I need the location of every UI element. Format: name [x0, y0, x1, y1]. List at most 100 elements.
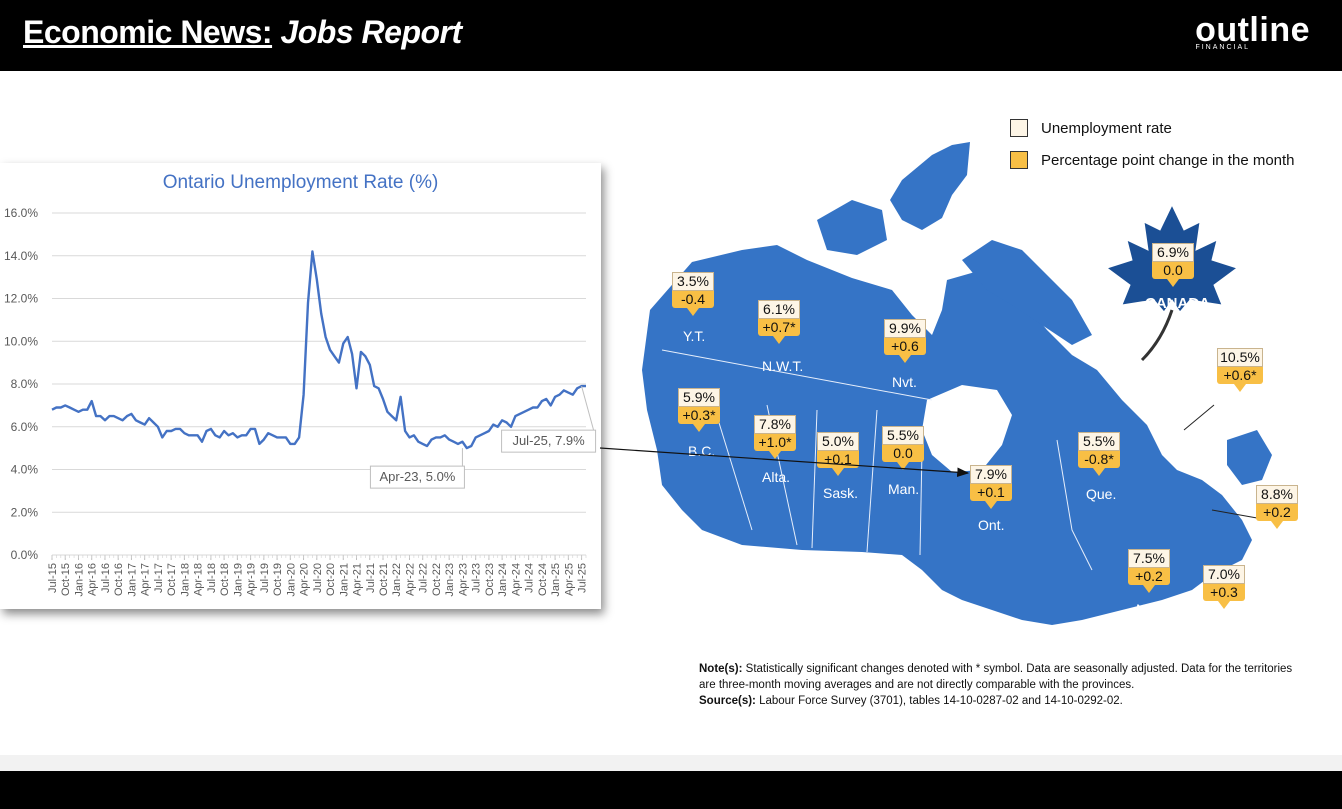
y-tick-label: 16.0% — [4, 206, 38, 220]
x-tick-label: Jan-23 — [444, 563, 456, 597]
rate-ns: 7.0% — [1203, 565, 1245, 584]
change-bc: +0.3* — [678, 407, 720, 424]
callout-man: 5.5% 0.0 — [882, 426, 924, 470]
x-tick-label: Apr-16 — [87, 563, 99, 596]
x-tick-label: Jan-20 — [285, 563, 297, 597]
rate-canada: 6.9% — [1152, 243, 1194, 262]
label-pei: P.E.I. — [1258, 540, 1291, 556]
label-nwt: N.W.T. — [762, 358, 804, 374]
series-line — [51, 250, 586, 450]
logo-subtext: FINANCIAL — [1195, 44, 1250, 51]
x-tick-label: Jan-25 — [550, 563, 562, 597]
callout-sask: 5.0% +0.1 — [817, 432, 859, 476]
annotation-box — [369, 465, 465, 489]
x-tick-label: Oct-15 — [60, 563, 72, 596]
x-tick-label: Oct-24 — [537, 563, 549, 596]
x-tick-label: Jul-22 — [418, 563, 430, 593]
y-tick-label: 10.0% — [4, 334, 38, 348]
x-tick-label: Jul-15 — [47, 563, 59, 593]
legend-item-change: Percentage point change in the month — [1010, 149, 1295, 171]
rate-nl: 10.5% — [1217, 348, 1263, 367]
map-legend: Unemployment rate Percentage point chang… — [1010, 117, 1295, 181]
x-tick-label: Apr-24 — [510, 563, 522, 596]
legend-label-rate: Unemployment rate — [1041, 119, 1172, 137]
legend-label-change: Percentage point change in the month — [1041, 151, 1295, 169]
rate-ont: 7.9% — [970, 465, 1012, 484]
x-tick-label: Jul-21 — [365, 563, 377, 593]
rate-nb: 7.5% — [1128, 549, 1170, 568]
x-tick-label: Apr-22 — [404, 563, 416, 596]
x-tick-label: Apr-21 — [352, 563, 364, 596]
x-tick-label: Jan-18 — [179, 563, 191, 597]
change-alta: +1.0* — [754, 434, 796, 451]
title-sub: Jobs Report — [280, 14, 462, 50]
y-tick-label: 8.0% — [11, 377, 39, 391]
x-tick-label: Jan-19 — [232, 563, 244, 597]
x-tick-label: Jul-23 — [471, 563, 483, 593]
legend-item-rate: Unemployment rate — [1010, 117, 1295, 139]
arctic-islands — [890, 142, 970, 230]
rate-bc: 5.9% — [678, 388, 720, 407]
rate-pei: 8.8% — [1256, 485, 1298, 504]
callout-ns: 7.0% +0.3 — [1203, 565, 1245, 609]
label-man: Man. — [888, 481, 920, 497]
x-tick-label: Jan-16 — [73, 563, 85, 597]
callout-que: 5.5% -0.8* — [1078, 432, 1120, 476]
note-text: Statistically significant changes denote… — [699, 663, 1293, 691]
pei-leader-line — [1211, 509, 1258, 519]
x-tick-label: Jan-21 — [338, 563, 350, 597]
y-tick-label: 0.0% — [11, 548, 39, 562]
callout-canada: 6.9% 0.0 — [1152, 243, 1194, 287]
source-text: Labour Force Survey (3701), tables 14-10… — [759, 695, 1123, 707]
nl-leader-line — [1183, 404, 1215, 431]
x-tick-label: Jan-22 — [391, 563, 403, 597]
x-tick-label: Oct-21 — [378, 563, 390, 596]
x-tick-label: Apr-25 — [563, 563, 575, 596]
rate-que: 5.5% — [1078, 432, 1120, 451]
rate-sask: 5.0% — [817, 432, 859, 451]
label-bc: B.C. — [688, 443, 716, 459]
label-nb: N.B. — [1136, 601, 1164, 617]
change-yt: -0.4 — [672, 291, 714, 308]
maple-leaf-stem — [1140, 309, 1174, 362]
label-que: Que. — [1086, 486, 1117, 502]
annotation-box — [501, 429, 597, 453]
change-man: 0.0 — [882, 445, 924, 462]
source-label: Source(s): — [699, 695, 756, 707]
label-ns: N.S. — [1210, 619, 1238, 635]
annotation-leader — [581, 386, 595, 431]
x-tick-label: Apr-19 — [246, 563, 258, 596]
note-label: Note(s): — [699, 663, 743, 675]
label-nl: N.L. — [1232, 402, 1258, 418]
x-tick-label: Jul-17 — [153, 563, 165, 593]
logo-text: outline — [1195, 11, 1310, 49]
canada-map — [642, 142, 1272, 625]
label-sask: Sask. — [823, 485, 859, 501]
x-tick-label: Oct-19 — [272, 563, 284, 596]
label-alta: Alta. — [762, 469, 791, 485]
x-tick-label: Jul-20 — [312, 563, 324, 593]
title-main: Economic News: — [23, 14, 273, 50]
change-nl: +0.6* — [1217, 367, 1263, 384]
callout-nvt: 9.9% +0.6 — [884, 319, 926, 363]
x-tick-label: Apr-23 — [457, 563, 469, 596]
change-nvt: +0.6 — [884, 338, 926, 355]
y-tick-label: 14.0% — [4, 249, 38, 263]
y-tick-label: 6.0% — [11, 420, 39, 434]
x-tick-label: Jul-18 — [206, 563, 218, 593]
footer-bar — [0, 771, 1342, 809]
newfoundland — [1227, 430, 1272, 485]
x-tick-label: Jul-16 — [100, 563, 112, 593]
change-nb: +0.2 — [1128, 568, 1170, 585]
x-tick-label: Apr-20 — [299, 563, 311, 596]
rate-man: 5.5% — [882, 426, 924, 445]
callout-nb: 7.5% +0.2 — [1128, 549, 1170, 593]
arctic-island-west — [817, 200, 887, 255]
callout-alta: 7.8% +1.0* — [754, 415, 796, 459]
change-ont: +0.1 — [970, 484, 1012, 501]
page-title: Economic News: Jobs Report — [23, 14, 462, 51]
callout-nl: 10.5% +0.6* — [1217, 348, 1263, 392]
callout-nwt: 6.1% +0.7* — [758, 300, 800, 344]
rate-alta: 7.8% — [754, 415, 796, 434]
x-tick-label: Jul-24 — [524, 563, 536, 593]
